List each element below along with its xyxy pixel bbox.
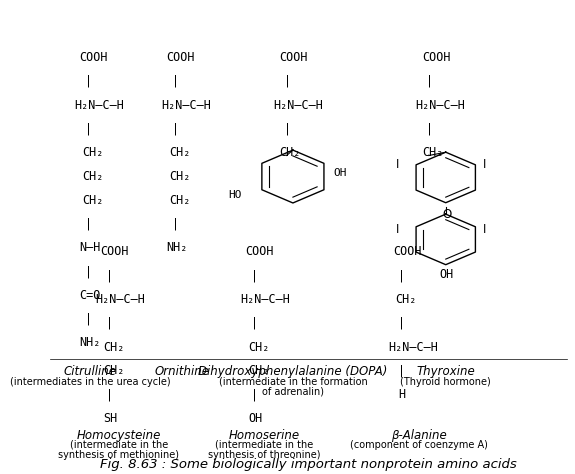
Text: CH₂: CH₂ (169, 170, 190, 183)
Text: |: | (106, 388, 113, 401)
Text: C=O: C=O (79, 289, 101, 302)
Text: (intermediates in the urea cycle): (intermediates in the urea cycle) (10, 377, 170, 387)
Text: CH₂: CH₂ (248, 341, 270, 354)
Text: |: | (284, 122, 291, 136)
Text: I: I (396, 223, 399, 236)
Text: |: | (284, 75, 291, 88)
Text: COOH: COOH (393, 246, 421, 258)
Text: CH₂: CH₂ (248, 365, 270, 377)
Text: I: I (482, 158, 486, 171)
Text: CH₂: CH₂ (82, 146, 104, 159)
Text: OH: OH (440, 268, 454, 282)
Text: |: | (85, 218, 92, 230)
Text: HO: HO (228, 190, 242, 200)
Text: OH: OH (333, 168, 347, 178)
Text: H₂N—C—H: H₂N—C—H (161, 99, 211, 112)
Text: NH₂: NH₂ (79, 337, 101, 349)
Text: |: | (251, 388, 258, 401)
Text: of adrenalin): of adrenalin) (262, 387, 324, 397)
Text: Fig. 8.63 : Some biologically important nonprotein amino acids: Fig. 8.63 : Some biologically important … (101, 458, 517, 471)
Text: |: | (106, 269, 113, 283)
Text: synthesis of threonine): synthesis of threonine) (208, 450, 320, 460)
Text: (Thyroid hormone): (Thyroid hormone) (400, 377, 491, 387)
Text: |: | (106, 317, 113, 330)
Text: Thyroxine: Thyroxine (416, 365, 475, 378)
Text: CH₂: CH₂ (422, 146, 443, 159)
Text: COOH: COOH (246, 246, 274, 258)
Text: |: | (85, 122, 92, 136)
Text: |: | (426, 75, 434, 88)
Text: CH₂: CH₂ (169, 194, 190, 207)
Text: H: H (398, 388, 405, 401)
Text: β-Alanine: β-Alanine (392, 429, 447, 442)
Text: CH₂: CH₂ (169, 146, 190, 159)
Text: |: | (85, 265, 92, 278)
Text: H₂N—C—H: H₂N—C—H (240, 293, 290, 306)
Text: I: I (396, 158, 399, 171)
Text: Citrulline: Citrulline (63, 365, 117, 378)
Text: H₂N—C—H: H₂N—C—H (95, 293, 145, 306)
Text: |: | (398, 269, 405, 283)
Text: (intermediate in the: (intermediate in the (70, 440, 168, 450)
Text: (intermediate in the formation: (intermediate in the formation (218, 377, 367, 387)
Text: |: | (172, 122, 179, 136)
Text: |: | (172, 218, 179, 230)
Text: CH₂: CH₂ (103, 365, 125, 377)
Text: |: | (398, 365, 405, 377)
Text: |: | (251, 269, 258, 283)
Text: |: | (85, 313, 92, 326)
Text: synthesis of methionine): synthesis of methionine) (59, 450, 179, 460)
Text: Homocysteine: Homocysteine (77, 429, 161, 442)
Text: H₂N—C—H: H₂N—C—H (388, 341, 438, 354)
Text: COOH: COOH (101, 246, 129, 258)
Text: |: | (251, 317, 258, 330)
Text: CH₂: CH₂ (396, 293, 417, 306)
Text: O: O (442, 208, 451, 221)
Text: COOH: COOH (422, 51, 451, 64)
Text: |: | (85, 75, 92, 88)
Text: H₂N—C—H: H₂N—C—H (416, 99, 466, 112)
Text: COOH: COOH (166, 51, 195, 64)
Text: Dihydroxyphenylalanine (DOPA): Dihydroxyphenylalanine (DOPA) (198, 365, 388, 378)
Text: COOH: COOH (79, 51, 108, 64)
Text: (intermediate in the: (intermediate in the (215, 440, 313, 450)
Text: |: | (172, 75, 179, 88)
Text: Ornithine: Ornithine (155, 365, 210, 378)
Text: |: | (398, 317, 405, 330)
Text: CH₂: CH₂ (82, 194, 104, 207)
Text: COOH: COOH (279, 51, 308, 64)
Text: (component of coenzyme A): (component of coenzyme A) (350, 440, 488, 450)
Text: CH₂: CH₂ (279, 146, 301, 159)
Text: N—H: N—H (79, 241, 101, 255)
Text: Homoserine: Homoserine (228, 429, 300, 442)
Text: OH: OH (248, 412, 262, 425)
Text: NH₂: NH₂ (166, 241, 188, 255)
Text: H₂N—C—H: H₂N—C—H (273, 99, 323, 112)
Text: I: I (482, 223, 486, 236)
Text: CH₂: CH₂ (82, 170, 104, 183)
Text: SH: SH (103, 412, 117, 425)
Text: CH₂: CH₂ (103, 341, 125, 354)
Text: |: | (426, 122, 434, 136)
Text: H₂N—C—H: H₂N—C—H (74, 99, 124, 112)
